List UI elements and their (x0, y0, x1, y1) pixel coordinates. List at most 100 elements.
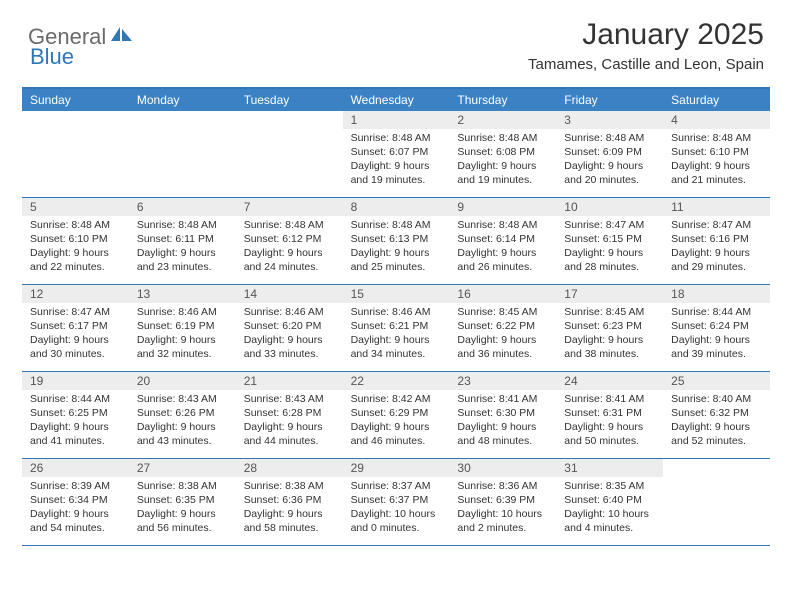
day-cell: 17Sunrise: 8:45 AMSunset: 6:23 PMDayligh… (556, 285, 663, 371)
day-cell (663, 459, 770, 545)
day-number: 27 (129, 459, 236, 477)
day-detail-line: and 36 minutes. (453, 348, 552, 362)
day-detail-line: Daylight: 9 hours (453, 247, 552, 261)
weeks-container: 1Sunrise: 8:48 AMSunset: 6:07 PMDaylight… (22, 111, 770, 546)
day-detail-line: Daylight: 9 hours (560, 421, 659, 435)
day-detail-line: and 29 minutes. (667, 261, 766, 275)
day-cell: 14Sunrise: 8:46 AMSunset: 6:20 PMDayligh… (236, 285, 343, 371)
day-cell: 10Sunrise: 8:47 AMSunset: 6:15 PMDayligh… (556, 198, 663, 284)
day-detail-line: Sunset: 6:31 PM (560, 407, 659, 421)
day-detail-line: and 50 minutes. (560, 435, 659, 449)
header: General January 2025 Tamames, Castille a… (0, 0, 792, 81)
weekday-cell: Saturday (663, 89, 770, 111)
day-number: 25 (663, 372, 770, 390)
day-detail-line: and 28 minutes. (560, 261, 659, 275)
day-detail-line: Sunset: 6:07 PM (347, 146, 446, 160)
weekday-cell: Thursday (449, 89, 556, 111)
weekday-cell: Friday (556, 89, 663, 111)
day-detail-line: Sunset: 6:25 PM (26, 407, 125, 421)
day-detail-line: and 39 minutes. (667, 348, 766, 362)
day-detail-line: Sunrise: 8:38 AM (133, 480, 232, 494)
day-cell: 9Sunrise: 8:48 AMSunset: 6:14 PMDaylight… (449, 198, 556, 284)
day-detail-line: Daylight: 9 hours (240, 421, 339, 435)
day-number: 10 (556, 198, 663, 216)
day-detail-line: Sunset: 6:26 PM (133, 407, 232, 421)
day-detail-line: and 23 minutes. (133, 261, 232, 275)
day-detail-line: Sunrise: 8:45 AM (560, 306, 659, 320)
day-detail-line: and 48 minutes. (453, 435, 552, 449)
day-number: 29 (343, 459, 450, 477)
day-number: 12 (22, 285, 129, 303)
day-cell (236, 111, 343, 197)
day-detail-line: Sunrise: 8:38 AM (240, 480, 339, 494)
day-cell: 2Sunrise: 8:48 AMSunset: 6:08 PMDaylight… (449, 111, 556, 197)
day-number: 18 (663, 285, 770, 303)
day-detail-line: and 20 minutes. (560, 174, 659, 188)
day-number: 28 (236, 459, 343, 477)
day-cell: 8Sunrise: 8:48 AMSunset: 6:13 PMDaylight… (343, 198, 450, 284)
day-detail-line: Sunset: 6:10 PM (667, 146, 766, 160)
day-cell: 29Sunrise: 8:37 AMSunset: 6:37 PMDayligh… (343, 459, 450, 545)
day-cell: 26Sunrise: 8:39 AMSunset: 6:34 PMDayligh… (22, 459, 129, 545)
day-number: 4 (663, 111, 770, 129)
day-detail-line: Sunset: 6:19 PM (133, 320, 232, 334)
day-detail-line: and 0 minutes. (347, 522, 446, 536)
day-detail-line: Sunrise: 8:43 AM (133, 393, 232, 407)
day-detail-line: Sunrise: 8:46 AM (133, 306, 232, 320)
day-detail-line: Sunrise: 8:48 AM (560, 132, 659, 146)
day-cell: 27Sunrise: 8:38 AMSunset: 6:35 PMDayligh… (129, 459, 236, 545)
day-detail-line: Sunrise: 8:37 AM (347, 480, 446, 494)
day-detail-line: Sunrise: 8:48 AM (347, 219, 446, 233)
day-number: 7 (236, 198, 343, 216)
day-detail-line: Sunset: 6:22 PM (453, 320, 552, 334)
day-cell: 24Sunrise: 8:41 AMSunset: 6:31 PMDayligh… (556, 372, 663, 458)
day-number: 15 (343, 285, 450, 303)
day-detail-line: Sunset: 6:23 PM (560, 320, 659, 334)
day-detail-line: Sunrise: 8:44 AM (26, 393, 125, 407)
day-cell: 30Sunrise: 8:36 AMSunset: 6:39 PMDayligh… (449, 459, 556, 545)
day-number: 14 (236, 285, 343, 303)
day-detail-line: Sunset: 6:15 PM (560, 233, 659, 247)
day-cell: 1Sunrise: 8:48 AMSunset: 6:07 PMDaylight… (343, 111, 450, 197)
weekday-cell: Monday (129, 89, 236, 111)
day-detail-line: Daylight: 9 hours (347, 334, 446, 348)
day-detail-line: Sunset: 6:20 PM (240, 320, 339, 334)
day-detail-line: Sunrise: 8:42 AM (347, 393, 446, 407)
day-detail-line: Daylight: 9 hours (133, 508, 232, 522)
day-detail-line: Daylight: 9 hours (133, 421, 232, 435)
day-detail-line: and 44 minutes. (240, 435, 339, 449)
day-number: 3 (556, 111, 663, 129)
day-detail-line: Sunrise: 8:43 AM (240, 393, 339, 407)
day-cell: 7Sunrise: 8:48 AMSunset: 6:12 PMDaylight… (236, 198, 343, 284)
day-detail-line: Daylight: 9 hours (347, 421, 446, 435)
day-number: 20 (129, 372, 236, 390)
day-detail-line: and 24 minutes. (240, 261, 339, 275)
day-number: 21 (236, 372, 343, 390)
weekday-cell: Sunday (22, 89, 129, 111)
day-detail-line: Sunrise: 8:48 AM (453, 219, 552, 233)
day-detail-line: Daylight: 9 hours (453, 334, 552, 348)
day-detail-line: Sunrise: 8:39 AM (26, 480, 125, 494)
day-detail-line: Sunset: 6:40 PM (560, 494, 659, 508)
day-detail-line: and 4 minutes. (560, 522, 659, 536)
day-detail-line: Sunset: 6:17 PM (26, 320, 125, 334)
day-number: 19 (22, 372, 129, 390)
day-number: 6 (129, 198, 236, 216)
day-detail-line: Daylight: 10 hours (347, 508, 446, 522)
day-number: 22 (343, 372, 450, 390)
day-detail-line: and 19 minutes. (453, 174, 552, 188)
day-detail-line: Sunrise: 8:41 AM (560, 393, 659, 407)
day-detail-line: Sunset: 6:32 PM (667, 407, 766, 421)
day-cell: 5Sunrise: 8:48 AMSunset: 6:10 PMDaylight… (22, 198, 129, 284)
day-detail-line: Sunrise: 8:48 AM (133, 219, 232, 233)
day-cell: 19Sunrise: 8:44 AMSunset: 6:25 PMDayligh… (22, 372, 129, 458)
day-detail-line: Sunset: 6:11 PM (133, 233, 232, 247)
day-detail-line: Daylight: 9 hours (667, 334, 766, 348)
day-detail-line: and 41 minutes. (26, 435, 125, 449)
day-detail-line: and 33 minutes. (240, 348, 339, 362)
day-detail-line: Sunrise: 8:47 AM (26, 306, 125, 320)
day-detail-line: and 54 minutes. (26, 522, 125, 536)
day-detail-line: Daylight: 9 hours (560, 247, 659, 261)
day-detail-line: and 32 minutes. (133, 348, 232, 362)
week-row: 26Sunrise: 8:39 AMSunset: 6:34 PMDayligh… (22, 459, 770, 546)
